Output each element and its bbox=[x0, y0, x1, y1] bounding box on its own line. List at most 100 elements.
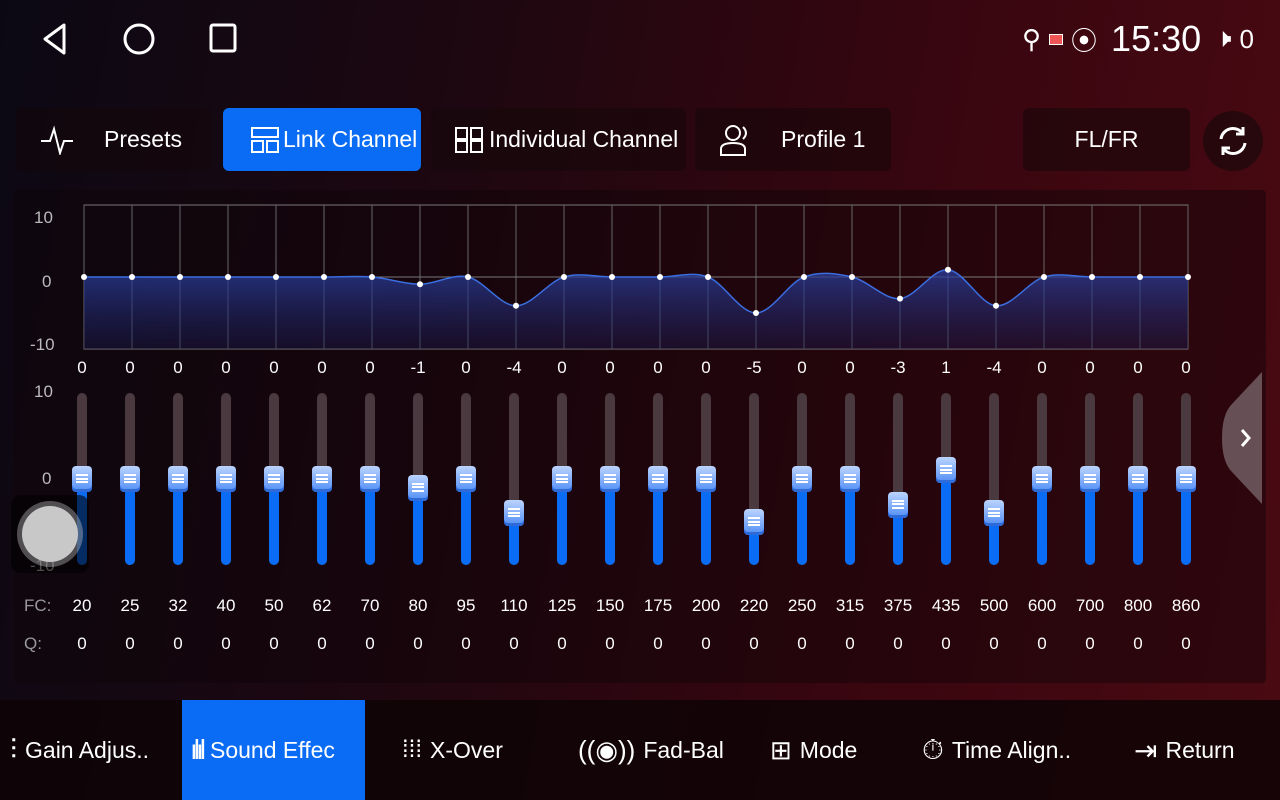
band-fc-value: 62 bbox=[312, 596, 332, 615]
band-fc-value: 125 bbox=[547, 596, 577, 615]
slider-thumb[interactable] bbox=[600, 466, 620, 492]
eq-point[interactable] bbox=[1137, 274, 1143, 280]
band-slider[interactable] bbox=[893, 393, 903, 565]
slider-thumb[interactable] bbox=[504, 500, 524, 527]
nav-mode[interactable]: ⊞ Mode bbox=[770, 700, 857, 800]
slider-thumb[interactable] bbox=[888, 491, 908, 518]
eq-point[interactable] bbox=[177, 274, 183, 280]
eq-point[interactable] bbox=[321, 274, 327, 280]
channel-label: FL/FR bbox=[1074, 126, 1139, 152]
band-gain-value: 0 bbox=[269, 358, 279, 377]
nav-time-align[interactable]: ⏱ Time Align.. bbox=[922, 700, 1071, 800]
band-slider[interactable] bbox=[509, 393, 519, 565]
profile-label: Profile 1 bbox=[781, 126, 866, 152]
slider-thumb[interactable] bbox=[216, 466, 236, 492]
band-fc-value: 80 bbox=[408, 596, 428, 615]
slider-thumb[interactable] bbox=[1128, 466, 1148, 492]
slider-thumb[interactable] bbox=[120, 466, 140, 492]
eq-point[interactable] bbox=[849, 274, 855, 280]
eq-point[interactable] bbox=[369, 274, 375, 280]
eq-point[interactable] bbox=[513, 302, 519, 309]
eq-point[interactable] bbox=[705, 274, 711, 280]
nav-label: Sound Effec bbox=[210, 736, 335, 763]
tab-link-channel[interactable]: Link Channel bbox=[223, 108, 421, 171]
eq-point[interactable] bbox=[897, 295, 903, 302]
eq-point[interactable] bbox=[465, 274, 471, 280]
slider-thumb[interactable] bbox=[648, 466, 668, 492]
channel-selector[interactable]: FL/FR bbox=[1023, 108, 1190, 171]
slider-fill bbox=[1133, 479, 1143, 565]
eq-point[interactable] bbox=[417, 281, 423, 288]
reset-button[interactable] bbox=[1203, 111, 1263, 171]
slider-thumb[interactable] bbox=[1176, 466, 1196, 492]
band-slider[interactable] bbox=[749, 393, 759, 565]
band-gain-value: 0 bbox=[1133, 358, 1143, 377]
timer-icon: ⏱ bbox=[922, 733, 944, 765]
nav-label: Return bbox=[1165, 736, 1235, 763]
tab-label: Individual Channel bbox=[489, 126, 679, 152]
slider-thumb[interactable] bbox=[744, 509, 764, 535]
slider-thumb[interactable] bbox=[312, 466, 332, 492]
back-button[interactable] bbox=[40, 22, 70, 61]
slider-thumb[interactable] bbox=[840, 466, 860, 492]
slider-thumb[interactable] bbox=[168, 466, 188, 492]
band-fc-value: 200 bbox=[691, 596, 721, 615]
eq-point[interactable] bbox=[993, 302, 999, 309]
eq-point[interactable] bbox=[753, 310, 759, 316]
slider-thumb[interactable] bbox=[1080, 466, 1100, 492]
slider-thumb[interactable] bbox=[984, 500, 1004, 527]
eq-point[interactable] bbox=[945, 266, 951, 273]
band-q-value: 0 bbox=[1085, 634, 1095, 653]
slider-thumb[interactable] bbox=[1032, 466, 1052, 492]
next-page-button[interactable] bbox=[1222, 372, 1266, 504]
nav-sound-effect[interactable]: ılıl Sound Effec bbox=[182, 700, 365, 800]
band-q-value: 0 bbox=[749, 634, 759, 653]
eq-point[interactable] bbox=[81, 274, 87, 280]
eq-point[interactable] bbox=[1089, 274, 1095, 280]
slider-thumb[interactable] bbox=[72, 466, 92, 492]
band-slider[interactable] bbox=[989, 393, 999, 565]
nav-return[interactable]: ⇥ Return bbox=[1134, 700, 1235, 800]
band-fc-value: 435 bbox=[931, 596, 961, 615]
fc-label: FC: bbox=[24, 596, 52, 615]
eq-point[interactable] bbox=[1041, 274, 1047, 280]
band-q-value: 0 bbox=[605, 634, 615, 653]
eq-point[interactable] bbox=[561, 274, 567, 280]
band-fc-value: 500 bbox=[979, 596, 1009, 615]
nav-gain-adjust[interactable]: ⫶ Gain Adjus.. bbox=[10, 700, 149, 800]
eq-point[interactable] bbox=[273, 274, 279, 280]
tab-presets[interactable]: Presets bbox=[16, 108, 212, 171]
slider-thumb[interactable] bbox=[264, 466, 284, 492]
slider-thumb[interactable] bbox=[360, 466, 380, 492]
return-icon: ⇥ bbox=[1134, 734, 1158, 766]
slider-thumb[interactable] bbox=[552, 466, 572, 492]
graph-tick-label: -10 bbox=[30, 335, 55, 354]
slider-thumb[interactable] bbox=[792, 466, 812, 492]
home-button[interactable] bbox=[122, 22, 156, 61]
eq-point[interactable] bbox=[609, 274, 615, 280]
slider-thumb[interactable] bbox=[696, 466, 716, 492]
nav-x-over[interactable]: ⁞⁞⁞ X-Over bbox=[402, 700, 503, 800]
slider-fill bbox=[269, 479, 279, 565]
nav-label: Gain Adjus.. bbox=[25, 736, 150, 763]
band-q-value: 0 bbox=[1181, 634, 1191, 653]
band-fc-value: 110 bbox=[500, 596, 528, 615]
sliders-icon: ⫶ bbox=[10, 733, 18, 765]
slider-thumb[interactable] bbox=[408, 474, 428, 501]
eq-point[interactable] bbox=[129, 274, 135, 280]
slider-thumb[interactable] bbox=[936, 457, 956, 484]
band-q-value: 0 bbox=[77, 634, 87, 653]
recents-button[interactable] bbox=[208, 22, 238, 61]
slider-fill bbox=[893, 504, 903, 565]
nav-fad-bal[interactable]: ((◉)) Fad-Bal bbox=[578, 700, 724, 800]
floating-assist-button[interactable] bbox=[11, 495, 89, 573]
eq-point[interactable] bbox=[225, 274, 231, 280]
slider-thumb[interactable] bbox=[456, 466, 476, 492]
slider-fill bbox=[509, 513, 519, 565]
profile-selector[interactable]: Profile 1 bbox=[695, 108, 891, 171]
band-gain-value: 1 bbox=[941, 358, 951, 377]
eq-point[interactable] bbox=[657, 274, 663, 280]
eq-point[interactable] bbox=[1185, 274, 1191, 280]
tab-individual-channel[interactable]: Individual Channel bbox=[431, 108, 686, 171]
eq-point[interactable] bbox=[801, 274, 807, 280]
